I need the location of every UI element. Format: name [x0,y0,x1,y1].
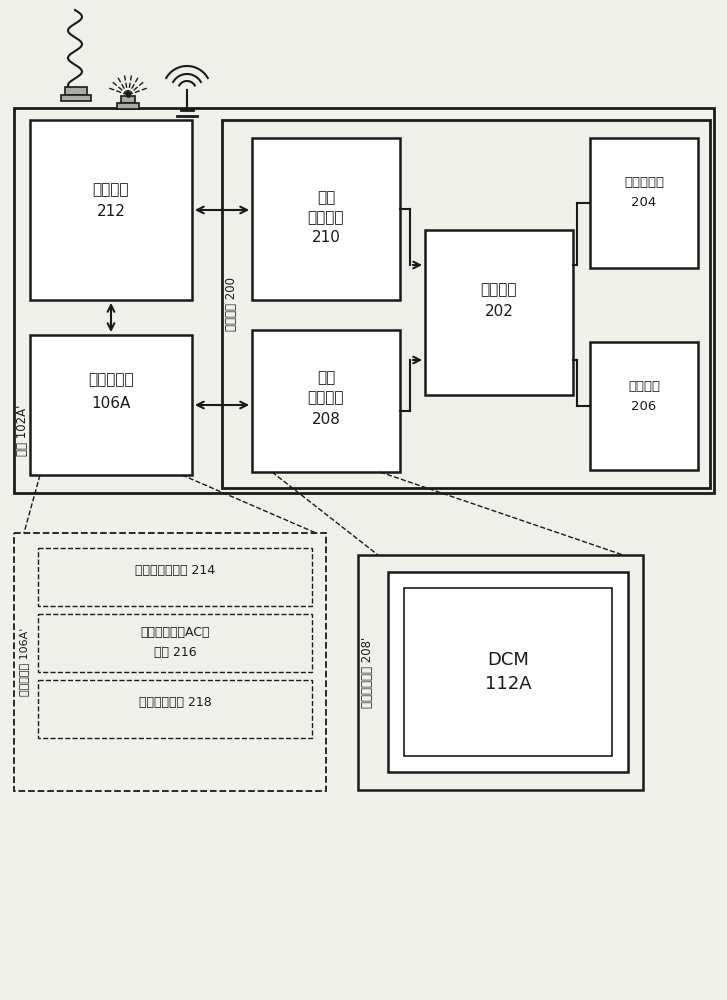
Bar [117,103,139,109]
Bar [425,230,573,395]
Bar [252,330,400,472]
Bar [121,96,135,103]
Bar [358,555,643,790]
Bar [404,588,612,756]
Bar [30,120,192,300]
Bar [590,138,698,268]
Bar [252,138,400,300]
Text: 系统模块 200: 系统模块 200 [225,277,238,331]
Bar [38,548,312,606]
Text: 认证和收集（AC）: 认证和收集（AC） [140,626,210,639]
Text: DCM: DCM [487,651,529,669]
Bar [65,87,87,95]
Text: 通信模块: 通信模块 [93,182,129,198]
Text: 112A: 112A [485,675,531,693]
Bar [222,120,710,488]
Bar [14,108,714,493]
Bar [590,342,698,470]
Text: 212: 212 [97,205,126,220]
Text: 访问控制模块 218: 访问控制模块 218 [139,696,212,708]
Bar [61,95,91,101]
Bar [14,533,326,791]
Bar [38,614,312,672]
Text: 设备 102A': 设备 102A' [17,404,30,456]
Text: 模块 216: 模块 216 [153,646,196,658]
Text: 接口模块: 接口模块 [308,390,345,406]
Text: 置信度模块 106A': 置信度模块 106A' [19,628,29,696]
Text: 接口模块: 接口模块 [308,211,345,226]
Text: 106A: 106A [92,395,131,410]
Text: 210: 210 [312,231,340,245]
Bar [30,335,192,475]
Text: 208: 208 [312,412,340,428]
Text: 置信度模块: 置信度模块 [88,372,134,387]
Text: 存储器模块: 存储器模块 [624,176,664,190]
Text: 功率模块: 功率模块 [628,380,660,393]
Text: 204: 204 [631,196,656,210]
Text: 用户: 用户 [317,370,335,385]
Text: 设备置信度模块 214: 设备置信度模块 214 [135,564,215,576]
Text: 206: 206 [631,400,656,414]
Bar [388,572,628,772]
Text: 处理模块: 处理模块 [481,282,517,298]
Text: 用户接口模块 208': 用户接口模块 208' [361,636,374,708]
Text: 202: 202 [485,304,513,320]
Text: 通信: 通信 [317,190,335,206]
Bar [38,680,312,738]
